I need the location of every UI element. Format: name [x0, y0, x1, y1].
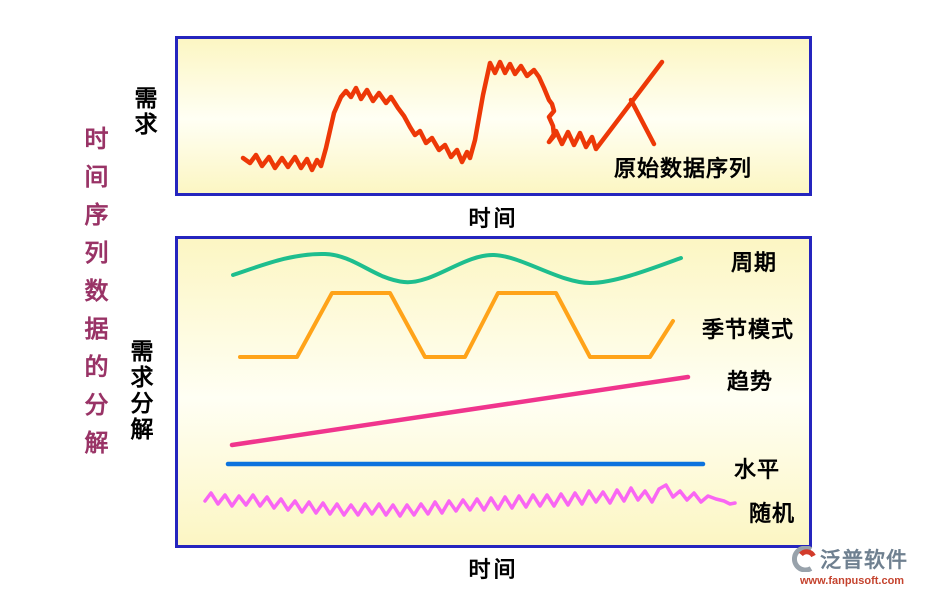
top-chart-panel: 原始数据序列	[175, 36, 812, 196]
cycle-label: 周期	[731, 250, 778, 275]
seasonal-line	[238, 291, 675, 359]
level-label: 水平	[734, 457, 781, 482]
bottom-chart-panel: 周期 季节模式 趋势 水平 随机	[175, 236, 812, 548]
original-series-plot	[240, 59, 665, 173]
random-line	[203, 483, 737, 518]
original-series-line	[240, 59, 665, 173]
bottom-panel-y-axis-label: 需求分解	[127, 339, 152, 443]
fanpu-logo-icon	[792, 546, 816, 572]
original-series-extra-segment	[628, 97, 657, 147]
bottom-panel-x-axis-label: 时间	[468, 557, 519, 582]
seasonal-label: 季节模式	[702, 317, 795, 342]
vendor-watermark: 泛普软件 www.fanpusoft.com	[792, 544, 926, 587]
page-title: 时间序列数据的分解	[80, 126, 106, 468]
top-panel-y-axis-label: 需求	[131, 86, 156, 138]
original-series-label: 原始数据序列	[614, 156, 753, 181]
trend-line	[229, 374, 691, 448]
decomposition-plot	[203, 251, 737, 518]
random-label: 随机	[749, 501, 796, 526]
watermark-url-text: www.fanpusoft.com	[800, 575, 905, 587]
trend-label: 趋势	[727, 369, 774, 394]
watermark-brand-text: 泛普软件	[820, 548, 908, 572]
cycle-line	[231, 251, 683, 286]
top-panel-x-axis-label: 时间	[468, 206, 519, 231]
